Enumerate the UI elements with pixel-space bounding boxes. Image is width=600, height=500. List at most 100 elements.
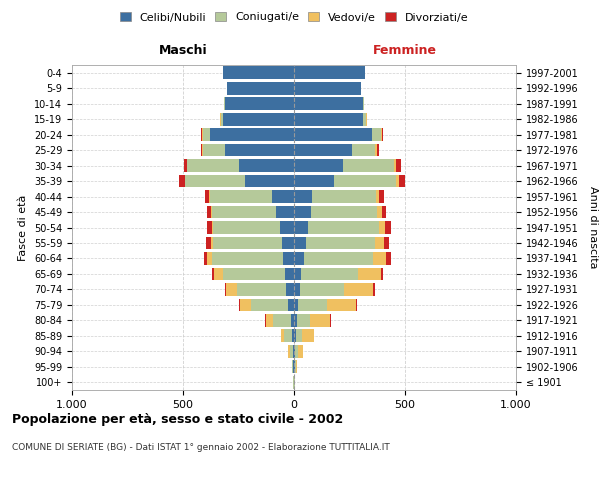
Bar [294,82,361,94]
Bar [265,314,266,326]
Bar [212,206,276,218]
Bar [294,330,296,342]
Text: COMUNE DI SERIATE (BG) - Dati ISTAT 1° gennaio 2002 - Elaborazione TUTTITALIA.IT: COMUNE DI SERIATE (BG) - Dati ISTAT 1° g… [12,442,390,452]
Bar [187,159,239,172]
Bar [382,206,386,218]
Bar [221,113,223,126]
Legend: Celibi/Nubili, Coniugati/e, Vedovi/e, Divorziati/e: Celibi/Nubili, Coniugati/e, Vedovi/e, Di… [119,12,469,22]
Y-axis label: Fasce di età: Fasce di età [19,194,28,260]
Bar [290,314,294,326]
Bar [334,174,396,188]
Bar [225,283,226,296]
Bar [294,268,301,280]
Bar [294,174,334,188]
Bar [377,144,379,156]
Bar [251,298,289,311]
Bar [343,159,394,172]
Bar [202,144,203,156]
Bar [239,298,251,311]
Bar [376,190,379,203]
Bar [396,159,401,172]
Bar [272,190,294,203]
Bar [312,190,376,203]
Bar [273,314,290,326]
Bar [212,268,214,280]
Bar [292,360,293,373]
Bar [373,283,374,296]
Bar [328,298,356,311]
Bar [204,252,208,265]
Bar [294,252,304,265]
Bar [394,159,396,172]
Bar [266,314,273,326]
Bar [284,330,292,342]
Bar [298,345,303,358]
Bar [385,221,391,234]
Bar [225,144,294,156]
Text: Popolazione per età, sesso e stato civile - 2002: Popolazione per età, sesso e stato civil… [12,412,343,426]
Bar [289,298,294,311]
Bar [223,113,294,126]
Bar [298,298,328,311]
Bar [372,128,380,141]
Bar [201,144,202,156]
Bar [301,268,358,280]
Bar [293,360,294,373]
Bar [290,345,293,358]
Bar [330,314,331,326]
Bar [306,236,375,250]
Bar [212,221,213,234]
Bar [208,252,212,265]
Bar [208,221,212,234]
Bar [276,206,294,218]
Bar [294,314,296,326]
Bar [296,314,310,326]
Bar [223,268,285,280]
Bar [294,345,295,358]
Bar [299,283,344,296]
Bar [396,174,400,188]
Bar [292,330,294,342]
Bar [225,98,294,110]
Bar [239,159,294,172]
Bar [209,190,272,203]
Bar [281,330,284,342]
Bar [294,221,308,234]
Bar [356,298,357,311]
Bar [283,252,294,265]
Bar [294,190,312,203]
Bar [310,314,330,326]
Bar [400,174,405,188]
Bar [358,268,380,280]
Bar [294,128,372,141]
Bar [379,221,385,234]
Bar [201,128,202,141]
Bar [214,268,223,280]
Bar [227,82,294,94]
Bar [294,298,298,311]
Bar [308,221,379,234]
Bar [295,345,298,358]
Bar [311,206,377,218]
Bar [294,206,311,218]
Bar [203,128,209,141]
Bar [375,144,377,156]
Bar [380,268,383,280]
Text: Maschi: Maschi [158,44,208,58]
Bar [352,144,375,156]
Bar [185,174,245,188]
Bar [294,360,295,373]
Bar [377,206,382,218]
Bar [363,113,366,126]
Bar [304,252,373,265]
Bar [211,206,212,218]
Bar [286,283,294,296]
Bar [373,252,386,265]
Bar [206,236,211,250]
Bar [386,252,391,265]
Bar [184,159,187,172]
Bar [294,113,363,126]
Bar [226,283,238,296]
Bar [294,236,306,250]
Bar [382,128,383,141]
